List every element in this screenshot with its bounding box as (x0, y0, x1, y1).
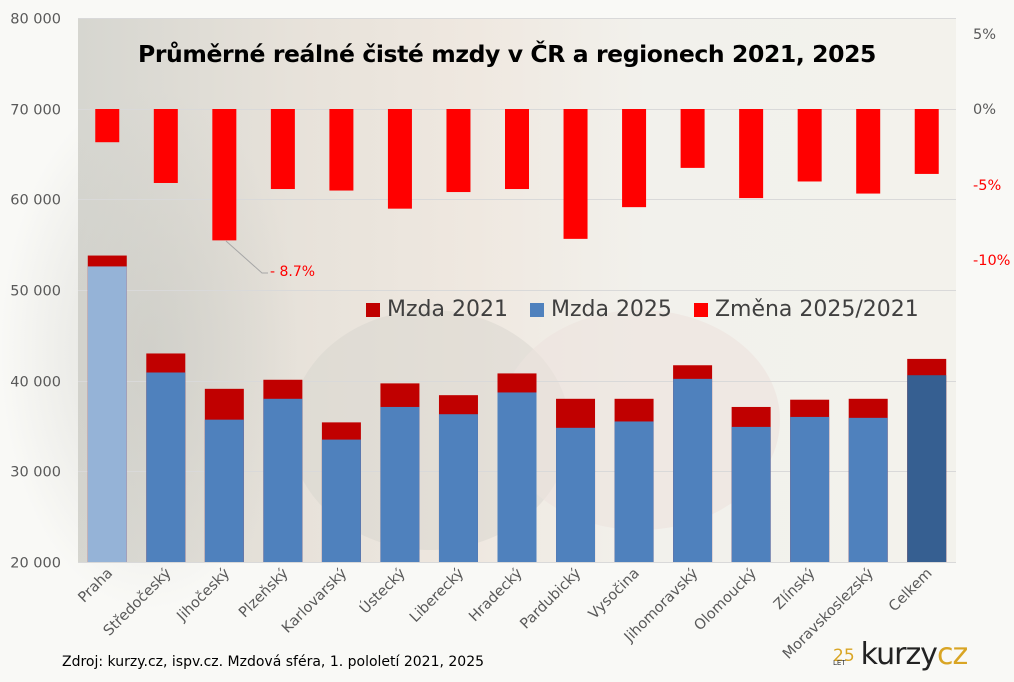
logo-brand-cz: cz (936, 637, 968, 672)
chart-title: Průměrné reálné čisté mzdy v ČR a region… (138, 40, 876, 68)
x-tick-label: Pardubický (517, 565, 584, 632)
bar-mzda-2025[interactable] (321, 439, 361, 562)
logo-let: LET (833, 659, 846, 667)
bar-mzda-2025[interactable] (556, 427, 596, 562)
right-axis: 5% 0% -5% -10% (973, 27, 1010, 269)
bar-zmena[interactable] (856, 109, 881, 194)
bar-mzda-2025[interactable] (146, 372, 186, 562)
bar-zmena[interactable] (505, 109, 529, 190)
x-tick-label: Olomoucký (691, 565, 760, 634)
left-tick-label: 40 000 (10, 375, 61, 391)
kurzy-logo[interactable]: 25 LET kurzy cz (833, 637, 968, 672)
bar-mzda-2025[interactable] (380, 406, 420, 562)
bar-zmena[interactable] (329, 109, 354, 191)
bar-mzda-2025[interactable] (497, 392, 537, 562)
legend-label: Změna 2025/2021 (714, 297, 919, 322)
left-tick-label: 20 000 (10, 556, 61, 572)
legend-swatch-zmena (693, 302, 708, 317)
legend-swatch-2025 (529, 302, 544, 317)
x-tick-label: Zlínský (771, 565, 819, 613)
bar-zmena[interactable] (387, 109, 412, 209)
x-tick-label: Hradecký (466, 565, 526, 625)
bar-zmena[interactable] (680, 109, 705, 168)
x-tick-label: Ústecký (356, 564, 409, 617)
logo-brand: kurzy (860, 637, 938, 672)
legend-item-mzda-2025[interactable]: Mzda 2025 (529, 297, 672, 322)
x-tick-label: Vysočina (586, 566, 643, 623)
source-note: Zdroj: kurzy.cz, ispv.cz. Mzdová sféra, … (62, 654, 485, 670)
legend-item-mzda-2021[interactable]: Mzda 2021 (366, 297, 508, 322)
legend-label: Mzda 2025 (550, 297, 672, 322)
annotation-jihocesky: - 8.7% (270, 264, 316, 280)
legend-swatch-2021 (366, 302, 380, 317)
bar-mzda-2025[interactable] (263, 398, 303, 562)
bar-mzda-2025[interactable] (790, 416, 830, 562)
bar-mzda-2025[interactable] (673, 378, 713, 562)
bar-mzda-2025[interactable] (438, 414, 478, 562)
left-tick-label: 60 000 (10, 193, 61, 209)
bar-zmena[interactable] (797, 109, 822, 182)
right-tick-label: -5% (973, 178, 1001, 194)
bar-zmena[interactable] (563, 109, 588, 239)
bar-zmena[interactable] (446, 109, 471, 193)
right-tick-label: 0% (973, 102, 996, 118)
bar-mzda-2025[interactable] (87, 266, 127, 562)
bar-zmena[interactable] (739, 109, 764, 199)
bar-zmena[interactable] (270, 109, 295, 190)
legend-label: Mzda 2021 (387, 297, 508, 322)
left-tick-label: 30 000 (10, 465, 61, 481)
bar-zmena[interactable] (153, 109, 178, 183)
bar-zmena[interactable] (95, 109, 120, 143)
x-tick-label: Liberecký (407, 565, 468, 626)
left-tick-label: 70 000 (10, 103, 61, 119)
legend-item-zmena[interactable]: Změna 2025/2021 (693, 297, 919, 322)
x-tick-label: Celkem (886, 566, 935, 615)
legend: Mzda 2021 Mzda 2025 Změna 2025/2021 (366, 297, 919, 322)
left-tick-label: 50 000 (10, 284, 61, 300)
bar-zmena[interactable] (622, 109, 647, 208)
bar-zmena[interactable] (212, 109, 237, 241)
logo-years: 25 (833, 646, 855, 666)
bar-mzda-2025[interactable] (848, 417, 888, 562)
right-tick-label: -10% (973, 253, 1010, 269)
annotation-leader-line (225, 240, 268, 274)
bar-mzda-2025[interactable] (731, 426, 771, 562)
x-tick-label: Plzeňský (236, 565, 292, 621)
right-tick-label: 5% (973, 27, 996, 43)
series-zmena (95, 109, 939, 241)
bar-mzda-2025[interactable] (204, 419, 244, 562)
bar-mzda-2025[interactable] (614, 421, 654, 562)
series-mzda-2025 (87, 266, 947, 562)
left-tick-label: 80 000 (10, 12, 61, 28)
bar-mzda-2025[interactable] (907, 375, 947, 562)
left-axis: 20 000 30 000 40 000 50 000 60 000 70 000 80 0… (10, 12, 61, 572)
bar-zmena[interactable] (914, 109, 939, 174)
